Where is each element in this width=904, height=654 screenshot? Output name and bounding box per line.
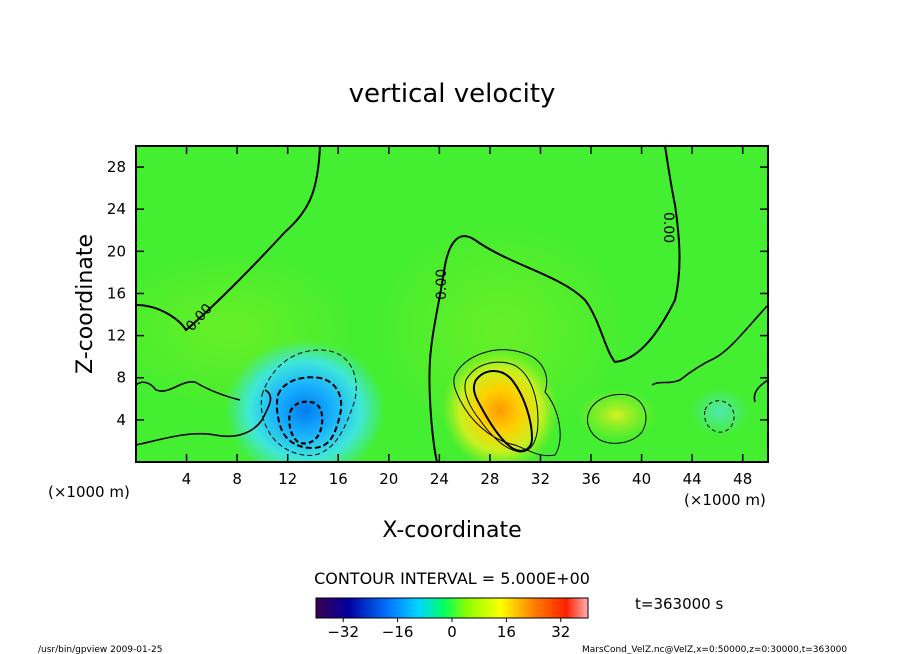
y-axis-title: Z-coordinate: [73, 234, 98, 374]
y-tick-label: 12: [107, 327, 126, 345]
positive-contour-outer: [453, 349, 561, 457]
x-tick-label: 12: [278, 470, 297, 488]
y-tick-label: 8: [116, 369, 126, 387]
downdraft-area-main: [225, 340, 385, 462]
downdraft-area-secondary: [690, 388, 750, 436]
x-tick-label: 28: [480, 470, 499, 488]
y-tick-label: 16: [107, 284, 126, 302]
colorbar-tick-label: 16: [497, 623, 516, 641]
zero-contour-left-edge: [136, 381, 241, 401]
footer-left: /usr/bin/gpview 2009-01-25: [38, 645, 162, 654]
positive-contour-secondary: [587, 393, 647, 444]
negative-contour-middle: [275, 376, 343, 450]
contour-lines: [136, 146, 768, 462]
positive-contour-middle: [464, 361, 539, 453]
y-tick-label: 4: [116, 411, 126, 429]
y-tick-label: 24: [107, 200, 126, 218]
x-tick-label: 36: [581, 470, 600, 488]
colorbar-ticks: −32 −16 0 16 32: [327, 618, 570, 641]
colorbar-tick-label: −16: [382, 623, 414, 641]
x-tick-label: 32: [531, 470, 550, 488]
field-shade-right: [370, 220, 630, 440]
time-label: t=363000 s: [635, 595, 723, 613]
x-tick-label: 24: [430, 470, 449, 488]
x-tick-label: 20: [379, 470, 398, 488]
x-tick-label: 44: [683, 470, 702, 488]
zero-contour-far-right: [753, 379, 768, 403]
x-unit-label-right: (×1000 m): [684, 491, 766, 509]
negative-contour-secondary: [704, 400, 735, 433]
colorbar: [315, 597, 589, 619]
zero-contour-right-edge: [651, 304, 768, 386]
negative-contour-inner: [288, 400, 324, 445]
x-tick-label: 4: [182, 470, 192, 488]
contour-label: 0.00: [434, 269, 450, 300]
positive-contour-inner: [472, 370, 534, 452]
x-axis-title: X-coordinate: [382, 518, 521, 543]
plot-area: 0.00 0.00 0.00: [136, 146, 768, 462]
contour-label: 0.00: [660, 212, 676, 243]
colorbar-tick-label: −32: [327, 623, 359, 641]
y-tick-label: 20: [107, 242, 126, 260]
plot-frame: [135, 145, 769, 463]
colorbar-tick-label: 0: [447, 623, 457, 641]
contour-interval-label: CONTOUR INTERVAL = 5.000E+00: [314, 569, 590, 588]
footer-right: MarsCond_VelZ.nc@VelZ,x=0:50000,z=0:3000…: [582, 645, 847, 654]
x-tick-label: 16: [329, 470, 348, 488]
zero-contour-lower-left: [136, 389, 272, 446]
colorbar-tick-label: 32: [551, 623, 570, 641]
x-tick-label: 48: [733, 470, 752, 488]
x-tick-label: 8: [232, 470, 242, 488]
zero-contour-left: [136, 146, 321, 332]
chart-title: vertical velocity: [349, 79, 556, 109]
x-unit-label-left: (×1000 m): [48, 483, 130, 501]
y-tick-label: 28: [107, 158, 126, 176]
updraft-area-secondary: [577, 389, 657, 441]
zero-contour-middle: [428, 146, 681, 462]
x-tick-label: 40: [632, 470, 651, 488]
